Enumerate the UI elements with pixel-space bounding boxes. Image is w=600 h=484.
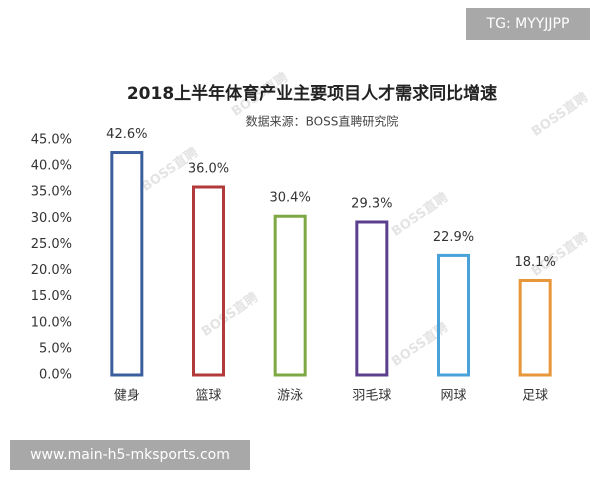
y-tick-label: 5.0% xyxy=(39,341,72,356)
y-tick-label: 15.0% xyxy=(31,289,72,304)
y-tick-label: 25.0% xyxy=(31,237,72,252)
x-tick-label: 篮球 xyxy=(195,389,221,404)
value-label: 29.3% xyxy=(351,196,392,211)
x-tick-label: 游泳 xyxy=(277,389,303,404)
bar xyxy=(437,253,470,377)
chart-title: 2018上半年体育产业主要项目人才需求同比增速 xyxy=(127,83,497,104)
bottom-url: www.main-h5-mksports.com xyxy=(30,447,230,463)
bar xyxy=(518,278,552,377)
x-tick-label: 健身 xyxy=(114,388,140,404)
tag-box xyxy=(466,8,590,40)
x-tick-label: 网球 xyxy=(440,389,466,404)
bar xyxy=(355,220,389,377)
top-tag: TG: MYYJJPP xyxy=(486,16,570,32)
value-label: 18.1% xyxy=(515,255,556,270)
bar xyxy=(192,185,225,377)
url-box xyxy=(10,440,250,470)
y-tick-label: 45.0% xyxy=(31,133,72,148)
x-tick-label: 羽毛球 xyxy=(352,389,391,404)
y-tick-label: 40.0% xyxy=(31,159,72,174)
bar xyxy=(273,214,307,377)
value-label: 42.6% xyxy=(106,127,147,142)
y-tick-label: 20.0% xyxy=(31,263,72,278)
value-label: 22.9% xyxy=(433,230,474,245)
y-tick-label: 30.0% xyxy=(31,211,72,226)
value-label: 36.0% xyxy=(188,162,229,177)
value-label: 30.4% xyxy=(270,191,311,206)
y-tick-label: 0.0% xyxy=(39,368,72,383)
x-tick-label: 足球 xyxy=(522,389,548,404)
y-tick-label: 10.0% xyxy=(31,315,72,330)
chart-subtitle: 数据来源：BOSS直聘研究院 xyxy=(246,114,399,129)
y-tick-label: 35.0% xyxy=(31,185,72,200)
bar xyxy=(110,151,144,377)
